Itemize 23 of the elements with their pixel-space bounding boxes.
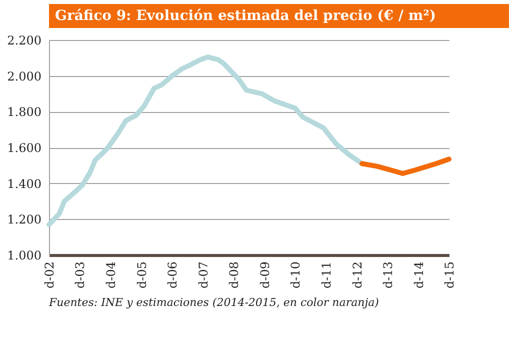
y-tick-label: 1.800 — [7, 105, 42, 120]
x-tick-label: d-12 — [350, 262, 364, 289]
y-tick-label: 1.600 — [7, 141, 42, 155]
x-tick-label: d-07 — [196, 262, 210, 289]
x-tick-label: d-10 — [288, 262, 303, 289]
y-tick-label: 1.000 — [7, 248, 42, 262]
chart-title: Gráfico 9: Evolución estimada del precio (€ / m²) — [55, 8, 436, 24]
x-tick-label: d-15 — [442, 262, 456, 289]
x-tick-label: d-09 — [258, 262, 272, 289]
y-tick-label: 2.000 — [7, 69, 42, 84]
source-note: Fuentes: INE y estimaciones (2014-2015, en color naranja) — [48, 296, 379, 309]
y-tick-label: 1.400 — [7, 176, 42, 191]
x-tick-label: d-03 — [73, 262, 88, 289]
x-tick-label: d-11 — [319, 262, 334, 289]
x-tick-label: d-05 — [134, 262, 149, 289]
y-tick-label: 2.200 — [7, 34, 42, 48]
y-tick-label: 1.200 — [7, 212, 42, 227]
x-tick-label: d-08 — [227, 262, 242, 289]
x-tick-label: d-14 — [412, 261, 426, 289]
x-tick-label: d-13 — [381, 262, 395, 289]
x-tick-label: d-04 — [104, 261, 118, 289]
x-tick-label: d-02 — [42, 262, 56, 289]
x-tick-label: d-06 — [166, 262, 180, 289]
